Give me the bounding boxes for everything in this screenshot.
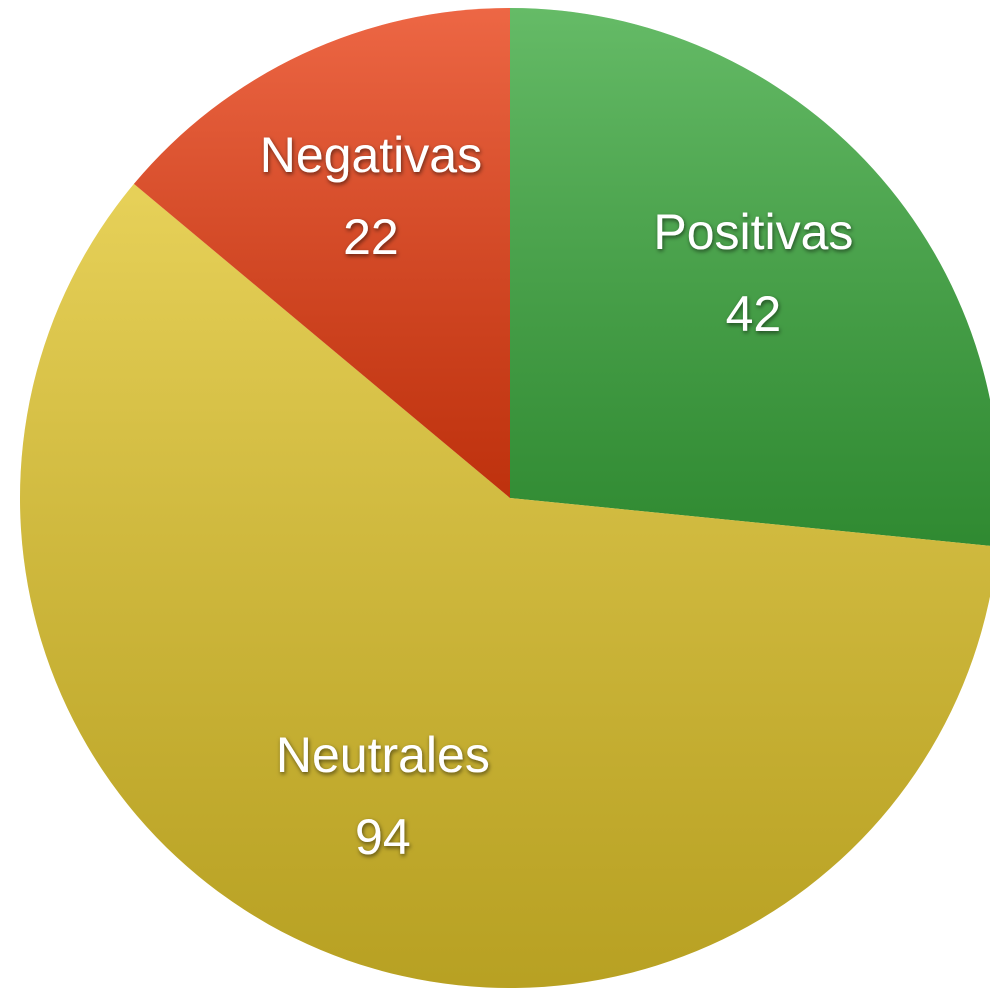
- slice-shade: [133, 8, 510, 498]
- slice-shade: [510, 8, 990, 546]
- slice-shade: [20, 183, 990, 988]
- slice-value: 22: [343, 209, 399, 265]
- slice-value: 94: [355, 809, 411, 865]
- slice-label: Positivas: [653, 204, 853, 260]
- slice-label: Neutrales: [276, 727, 490, 783]
- slice-label: Negativas: [260, 127, 482, 183]
- slice-value: 42: [726, 286, 782, 342]
